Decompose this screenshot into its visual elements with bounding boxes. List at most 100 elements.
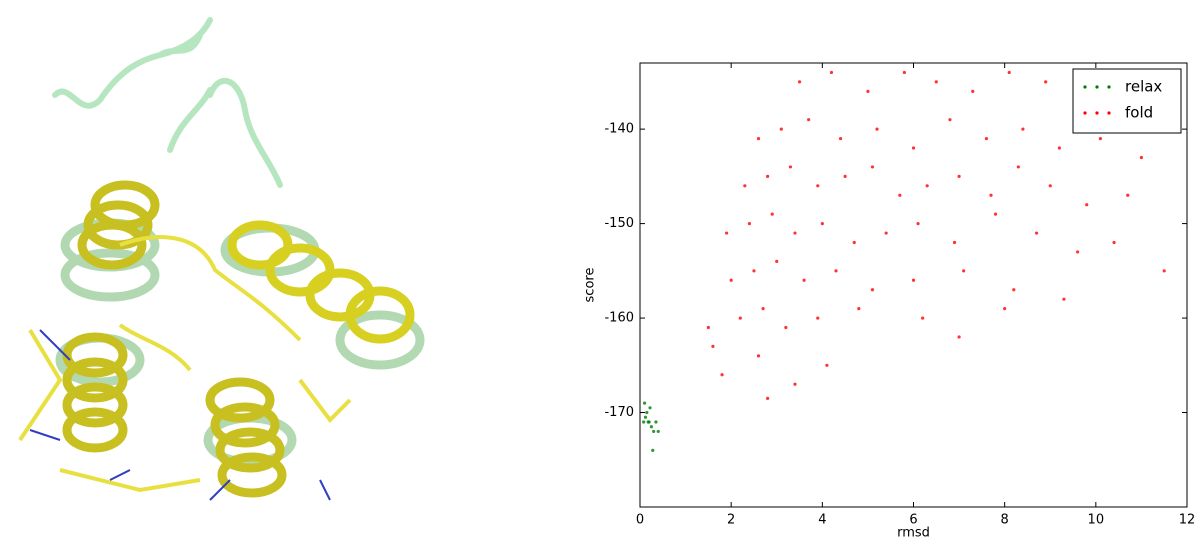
point [1076, 250, 1080, 254]
point [761, 307, 765, 311]
point [898, 193, 902, 197]
point [1085, 203, 1089, 207]
point [788, 165, 793, 169]
point [756, 354, 761, 358]
point [1034, 231, 1039, 235]
point [1048, 184, 1052, 188]
legend-marker [1107, 85, 1111, 89]
point [1112, 240, 1116, 245]
y-tick-label: -170 [604, 405, 634, 420]
point [807, 118, 811, 122]
point [816, 184, 820, 188]
point [925, 184, 929, 188]
loop [52, 17, 283, 188]
point [779, 127, 783, 131]
point [729, 278, 733, 282]
protein-image [18, 17, 425, 501]
point [993, 212, 998, 216]
x-tick-label: 12 [1179, 513, 1196, 528]
point [770, 212, 774, 216]
point [775, 259, 779, 263]
point [1007, 70, 1011, 75]
scatter-plot: 0 2 4 6 8 10 12 -170 -160 -150 -140 rmsd score relax f… [583, 62, 1196, 541]
legend-label: fold [1125, 104, 1153, 122]
point [816, 316, 820, 320]
point [738, 316, 742, 320]
y-tick-label: -160 [604, 311, 634, 326]
point [656, 429, 660, 434]
point [1021, 127, 1025, 131]
legend-marker [1083, 85, 1087, 89]
point [784, 325, 788, 330]
point [1012, 288, 1016, 292]
point [643, 415, 648, 419]
point [1016, 165, 1020, 169]
point [884, 231, 888, 235]
point [645, 410, 649, 415]
legend-marker [1083, 111, 1087, 115]
point [1062, 297, 1066, 301]
legend-label: relax [1125, 78, 1162, 96]
point [802, 278, 806, 282]
point [870, 165, 875, 169]
point [957, 335, 961, 339]
helices [55, 180, 425, 498]
point [825, 363, 829, 367]
legend-marker [1095, 111, 1099, 115]
point [793, 231, 797, 235]
point [952, 240, 957, 245]
point [654, 420, 658, 424]
y-axis-label: score [583, 268, 598, 303]
x-tick-label: 8 [1001, 513, 1009, 528]
x-tick-label: 10 [1088, 513, 1105, 528]
x-tick-label: 0 [636, 513, 644, 528]
atoms [29, 329, 331, 501]
point [651, 448, 655, 452]
point [829, 70, 834, 75]
point [1003, 307, 1007, 311]
point [820, 221, 824, 226]
x-tick-label: 2 [727, 513, 735, 528]
point [725, 231, 729, 235]
legend-marker [1107, 111, 1111, 115]
point [843, 174, 847, 178]
point [747, 221, 752, 226]
point [902, 70, 906, 75]
point [971, 89, 975, 93]
point [1139, 155, 1144, 160]
point [852, 240, 856, 245]
point [1126, 193, 1130, 197]
point [766, 396, 770, 400]
point [1057, 146, 1061, 150]
point [766, 174, 770, 178]
x-axis-label: rmsd [897, 526, 930, 538]
point [642, 401, 647, 405]
x-tick-label: 4 [818, 513, 826, 528]
point [1098, 136, 1102, 141]
point [793, 382, 797, 386]
x-tick-label: 6 [909, 513, 917, 528]
y-tick-label: -150 [604, 216, 634, 231]
point [1044, 80, 1048, 84]
point [957, 174, 961, 178]
point [984, 136, 989, 141]
legend-box [1072, 68, 1182, 134]
side-chains [18, 235, 352, 493]
point [834, 269, 838, 273]
point [921, 316, 925, 320]
point [857, 307, 861, 311]
point [711, 344, 715, 349]
point [916, 221, 920, 226]
point [652, 429, 656, 434]
point [752, 269, 756, 273]
point [642, 420, 646, 424]
point [743, 184, 747, 188]
point [649, 425, 653, 429]
point [962, 269, 966, 273]
point [870, 288, 875, 292]
point [706, 325, 710, 330]
point [838, 136, 843, 141]
point [948, 118, 952, 122]
y-tick-label: -140 [604, 122, 634, 137]
